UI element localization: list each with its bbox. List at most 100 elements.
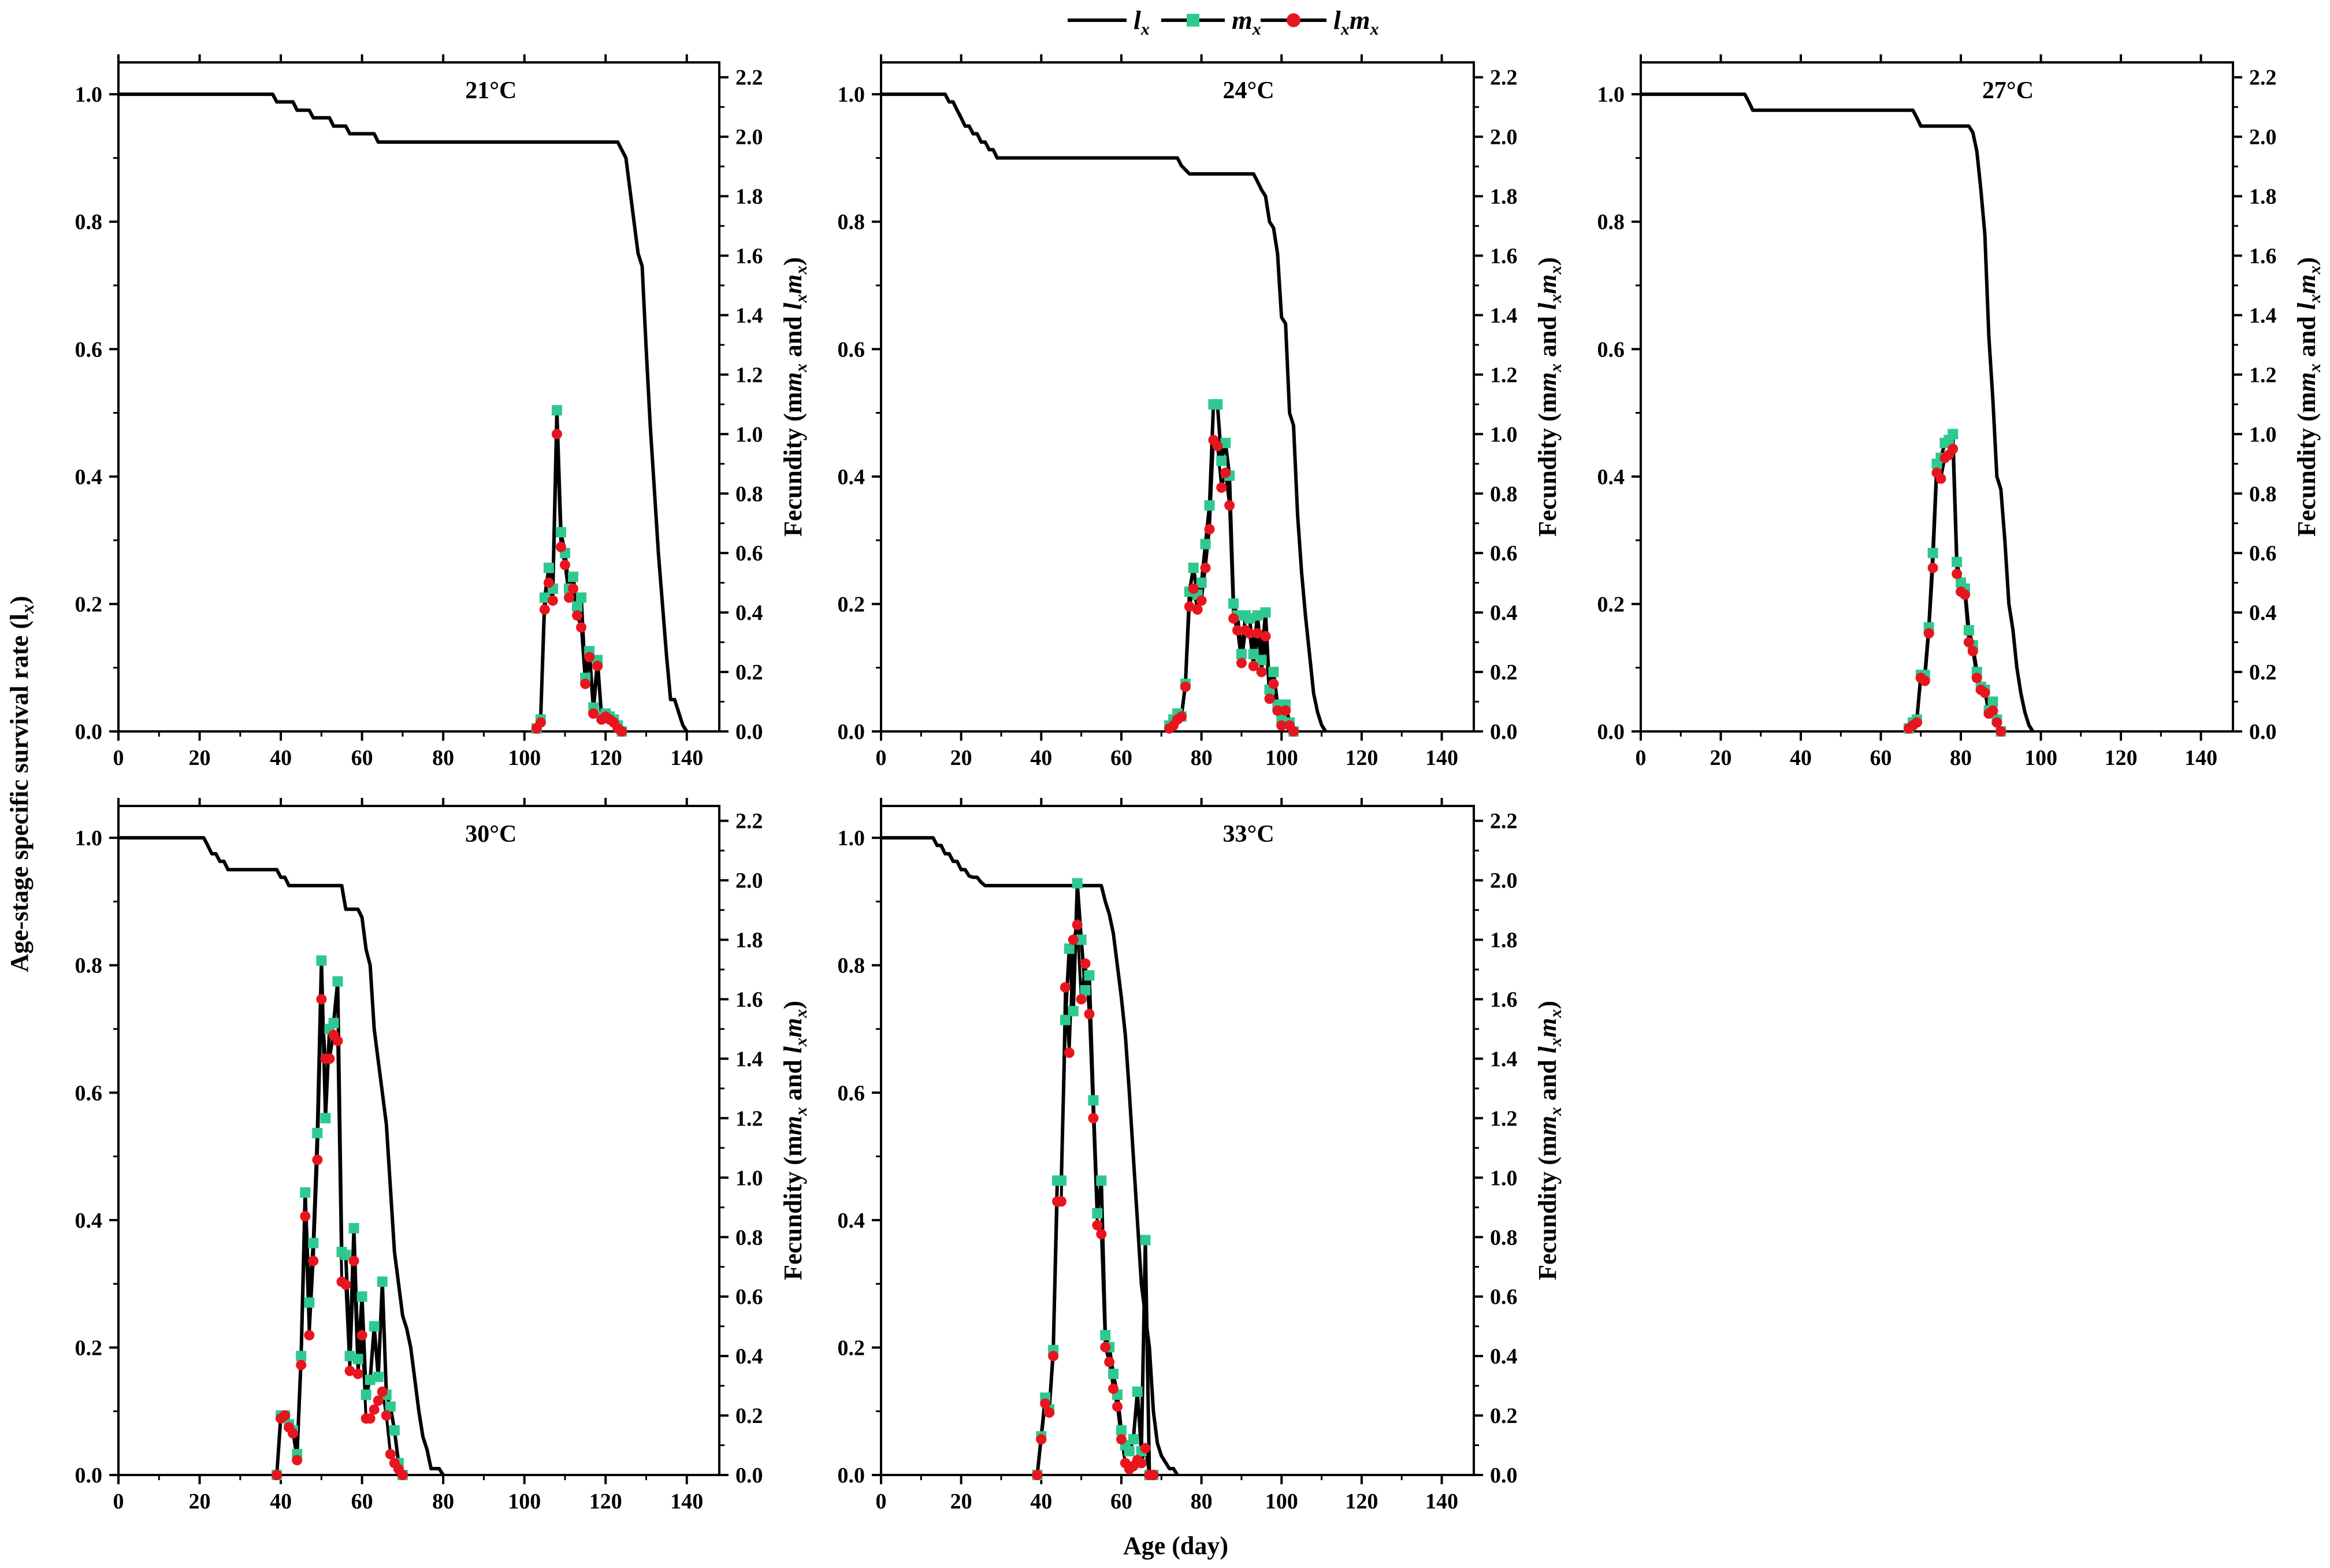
y-right-tick-label: 0.8: [735, 482, 763, 506]
mx-point: [296, 1351, 307, 1362]
y-right-tick-label: 1.6: [1490, 244, 1518, 269]
plot-frame: [880, 805, 1475, 1476]
legend-lxmx-label: lxmx: [1333, 5, 1379, 39]
y-left-tick-label: 0.0: [75, 720, 103, 744]
x-tick-label: 80: [1191, 746, 1213, 770]
mx-point: [1963, 625, 1974, 636]
mx-point: [320, 1113, 331, 1124]
lxmx-point: [304, 1330, 315, 1341]
y-right-tick-label: 1.4: [735, 303, 763, 328]
y-right-tick-label: 0.2: [735, 1404, 763, 1428]
y-right-tick-label: 1.2: [735, 1106, 763, 1131]
lxmx-point: [1212, 440, 1223, 451]
lxmx-point: [1136, 1458, 1147, 1469]
mx-point: [1188, 562, 1199, 573]
mx-point: [1927, 548, 1938, 559]
mx-point: [1244, 613, 1255, 624]
y-left-tick-label: 0.6: [1597, 337, 1625, 362]
y-left-tick-label: 0.0: [838, 1463, 865, 1488]
series-lx-line: [118, 836, 445, 1476]
x-tick-label: 80: [432, 746, 454, 770]
lxmx-point: [568, 583, 579, 594]
y-left-tick-label: 0.6: [838, 337, 865, 362]
mx-point: [543, 562, 554, 573]
mx-point: [308, 1238, 319, 1249]
lxmx-point: [288, 1428, 299, 1439]
x-tick-label: 80: [1191, 1489, 1213, 1514]
lxmx-point: [1064, 1047, 1075, 1058]
lxmx-point: [324, 1053, 335, 1064]
mx-point: [568, 571, 579, 582]
y-left-tick-label: 1.0: [838, 826, 865, 850]
lxmx-point: [1256, 667, 1267, 678]
y-right-tick-label: 2.0: [735, 869, 763, 893]
legend-mx-label: mx: [1232, 5, 1261, 39]
lxmx-point: [1104, 1357, 1115, 1368]
lxmx-point: [1148, 1470, 1159, 1480]
mx-point: [1056, 1175, 1066, 1186]
lxmx-point: [1096, 1229, 1107, 1240]
lxmx-point: [1248, 660, 1259, 671]
mx-point: [1088, 1095, 1099, 1106]
y-right-tick-label: 0.4: [1490, 601, 1518, 625]
mx-point: [572, 601, 583, 612]
lxmx-point: [1288, 726, 1299, 737]
y-right-tick-label: 1.4: [1490, 1047, 1518, 1071]
lxmx-point: [296, 1359, 307, 1370]
lxmx-point: [543, 577, 554, 588]
y-right-tick-label: 1.4: [2249, 303, 2277, 328]
lxmx-point: [1948, 444, 1959, 455]
x-tick-label: 100: [1265, 1489, 1298, 1514]
mx-point: [377, 1276, 388, 1287]
lxmx-point: [1995, 726, 2006, 737]
legend: lx mx lxmx: [1068, 5, 1379, 39]
mx-point: [356, 1291, 367, 1302]
mx-point: [1116, 1425, 1127, 1436]
chart-panel-1: 0 20 40 60 80 100 120 140 0.0 0.2 0.4 0.6 0.8 1.0 0.0 0…: [838, 54, 1565, 770]
mx-point: [1252, 610, 1263, 621]
y-left-tick-label: 0.8: [1597, 210, 1625, 235]
lxmx-point: [1224, 500, 1235, 511]
mx-point: [1084, 970, 1095, 981]
y-right-tick-label: 1.4: [1490, 303, 1518, 328]
mx-point: [1236, 649, 1247, 660]
y-right-tick-label: 1.6: [735, 988, 763, 1012]
lxmx-point: [1252, 628, 1263, 639]
plot-frame: [880, 61, 1475, 733]
y-right-tick-label: 0.0: [735, 720, 763, 744]
y-right-tick-label: 0.8: [1490, 482, 1518, 506]
lxmx-point: [1959, 589, 1970, 600]
y-right-tick-label: 0.6: [735, 541, 763, 566]
x-tick-label: 0: [876, 1489, 887, 1514]
y-axis-right-title: Fecundity (mmx and lxmx): [2292, 257, 2324, 537]
mx-point: [340, 1250, 351, 1261]
x-tick-label: 20: [1710, 746, 1732, 770]
x-tick-label: 60: [351, 1489, 373, 1514]
mx-point: [551, 405, 562, 416]
y-left-tick-label: 0.2: [75, 1336, 103, 1360]
mx-point: [1948, 429, 1959, 440]
lxmx-point: [356, 1330, 367, 1341]
mx-point: [1060, 1015, 1071, 1025]
lxmx-point: [547, 595, 558, 606]
y-right-tick-label: 2.0: [2249, 125, 2277, 150]
x-tick-label: 60: [351, 746, 373, 770]
lxmx-point: [316, 994, 327, 1005]
lxmx-point: [592, 660, 603, 671]
y-right-tick-label: 1.0: [1490, 1166, 1518, 1190]
lxmx-point: [1244, 628, 1255, 639]
mx-point: [304, 1297, 315, 1308]
x-tick-label: 140: [1425, 746, 1458, 770]
y-left-tick-label: 0.8: [75, 210, 103, 235]
lxmx-point: [1032, 1470, 1043, 1480]
x-tick-label: 20: [950, 746, 972, 770]
lxmx-point: [1040, 1398, 1051, 1409]
mx-point: [1076, 934, 1087, 945]
x-tick-label: 100: [2024, 746, 2057, 770]
lxmx-point: [1176, 711, 1187, 722]
x-tick-label: 120: [589, 746, 622, 770]
y-right-tick-label: 2.0: [1490, 869, 1518, 893]
y-right-tick-label: 0.4: [735, 601, 763, 625]
y-right-tick-label: 2.2: [1490, 809, 1518, 834]
lxmx-point: [616, 726, 627, 737]
